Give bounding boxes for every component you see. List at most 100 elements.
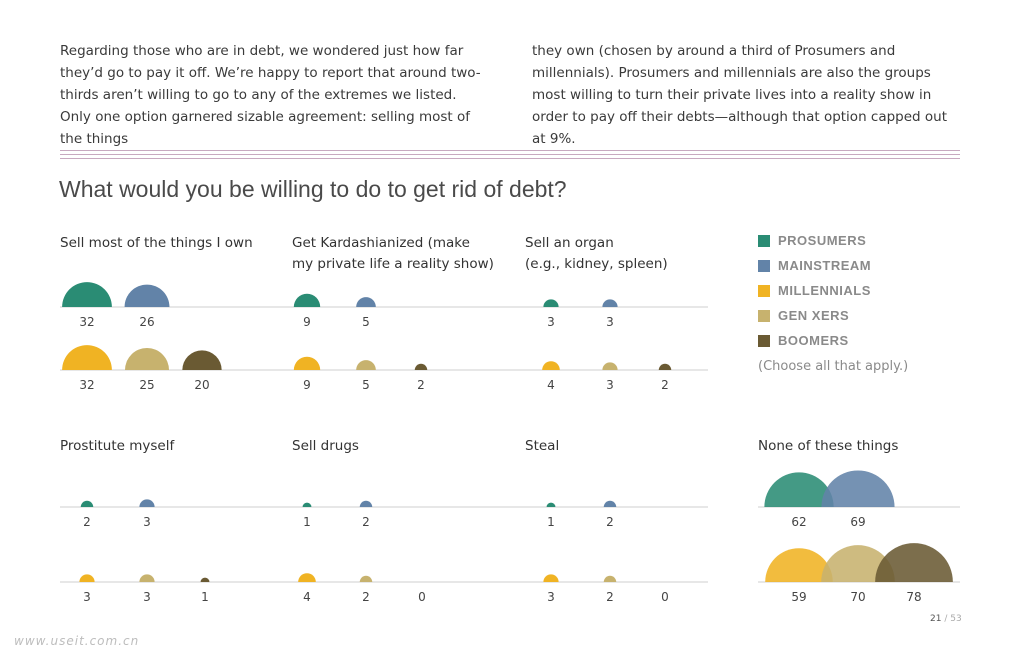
semicircle-boomers <box>875 543 953 582</box>
value-label: 3 <box>606 378 614 392</box>
value-label: 5 <box>362 378 370 392</box>
semicircle-prosumers <box>293 293 321 307</box>
panel-sell-an-organ-e-g-kidney-spleen: Sell an organ (e.g., kidney, spleen) 3 3 4 3 2 <box>525 235 672 392</box>
semicircle-gen-xers <box>602 362 618 370</box>
divider-line-1 <box>60 150 960 151</box>
semicircle-boomers <box>658 363 672 370</box>
legend-label: MILLENNIALS <box>778 283 871 298</box>
value-label: 20 <box>194 378 209 392</box>
value-label: 4 <box>547 378 555 392</box>
semicircle-prosumers <box>302 502 312 507</box>
semicircle-prosumers <box>546 502 556 507</box>
semicircle-millennials <box>79 574 95 582</box>
semicircle-mainstream <box>356 297 376 307</box>
legend-swatch-boomers <box>758 334 770 347</box>
legend-item-gen-xers: GEN XERS <box>758 303 908 328</box>
value-label: 2 <box>606 590 614 604</box>
value-label: 3 <box>143 590 151 604</box>
legend-swatch-gen-xers <box>758 309 770 322</box>
semicircle-gen-xers <box>356 360 376 370</box>
value-label: 4 <box>303 590 311 604</box>
value-label: 9 <box>303 315 311 329</box>
legend-label: BOOMERS <box>778 333 849 348</box>
semicircle-mainstream <box>602 299 618 307</box>
value-label: 3 <box>143 515 151 529</box>
watermark: www.useit.com.cn <box>14 634 140 648</box>
semicircle-millennials <box>62 345 112 370</box>
panel-title: Sell most of the things I own <box>60 235 253 251</box>
legend-item-boomers: BOOMERS <box>758 328 908 353</box>
chart-headline: What would you be willing to do to get r… <box>59 176 567 202</box>
legend-note: (Choose all that apply.) <box>758 359 909 374</box>
semicircle-mainstream <box>603 500 617 507</box>
legend-label: GEN XERS <box>778 308 850 323</box>
value-label: 2 <box>83 515 91 529</box>
value-label: 26 <box>139 315 154 329</box>
page-number: 21 / 53 <box>930 614 962 624</box>
value-label: 78 <box>906 590 921 604</box>
semicircle-gen-xers <box>359 575 373 582</box>
value-label: 3 <box>547 315 555 329</box>
value-label: 59 <box>791 590 806 604</box>
legend: PROSUMERS MAINSTREAM MILLENNIALS GEN XER… <box>758 228 908 374</box>
legend-label: PROSUMERS <box>778 233 867 248</box>
panel-sell-drugs: Sell drugs 1 2 4 2 0 <box>292 438 426 604</box>
panel-get-kardashianized-make-my-private-life-a-reality-show: Get Kardashianized (make my private life … <box>292 235 494 392</box>
panel-prostitute-myself: Prostitute myself 2 3 3 3 1 <box>60 438 210 604</box>
semicircle-gen-xers <box>139 574 155 582</box>
value-label: 3 <box>547 590 555 604</box>
semicircle-millennials <box>543 574 559 582</box>
semicircle-millennials <box>298 573 316 582</box>
semicircle-mainstream <box>124 284 170 307</box>
semicircle-gen-xers <box>125 348 169 370</box>
semicircle-prosumers <box>764 472 834 507</box>
legend-item-millennials: MILLENNIALS <box>758 278 908 303</box>
intro-paragraph-right: they own (chosen by around a third of Pr… <box>532 43 948 147</box>
value-label: 62 <box>791 515 806 529</box>
page-current: 21 <box>930 614 942 624</box>
value-label: 69 <box>850 515 865 529</box>
panel-sell-most-of-the-things-i-own: Sell most of the things I own 32 26 32 25 20 <box>60 235 253 392</box>
value-label: 2 <box>417 378 425 392</box>
semicircle-prosumers <box>543 299 559 307</box>
divider-line-2 <box>60 154 960 155</box>
value-label: 32 <box>79 315 94 329</box>
value-label: 3 <box>83 590 91 604</box>
value-label: 70 <box>850 590 865 604</box>
semicircle-boomers <box>200 577 210 582</box>
legend-label: MAINSTREAM <box>778 258 872 273</box>
semicircle-prosumers <box>62 282 112 307</box>
semicircle-gen-xers <box>603 575 617 582</box>
value-label: 1 <box>547 515 555 529</box>
legend-item-mainstream: MAINSTREAM <box>758 253 908 278</box>
value-label: 2 <box>606 515 614 529</box>
semicircle-mainstream <box>359 500 373 507</box>
semicircle-mainstream <box>821 470 895 507</box>
panel-title: Get Kardashianized (make my private life … <box>292 235 494 272</box>
legend-item-prosumers: PROSUMERS <box>758 228 908 253</box>
semicircle-millennials <box>542 361 560 370</box>
value-label: 2 <box>362 590 370 604</box>
value-label: 5 <box>362 315 370 329</box>
semicircle-millennials <box>293 356 321 370</box>
value-label: 32 <box>79 378 94 392</box>
value-label: 9 <box>303 378 311 392</box>
value-label: 1 <box>201 590 209 604</box>
panel-title: Steal <box>525 438 559 454</box>
value-label: 2 <box>362 515 370 529</box>
value-label: 25 <box>139 378 154 392</box>
panel-title: Sell an organ (e.g., kidney, spleen) <box>525 235 668 272</box>
value-label: 1 <box>303 515 311 529</box>
semicircle-boomers <box>414 363 428 370</box>
page-total: / 53 <box>944 614 962 624</box>
semicircle-boomers <box>182 350 222 370</box>
semicircle-millennials <box>765 548 833 582</box>
semicircle-mainstream <box>139 499 155 507</box>
divider-line-3 <box>60 158 960 159</box>
panel-none-of-these-things: None of these things 62 69 59 70 78 <box>758 438 953 604</box>
panel-title: Sell drugs <box>292 438 359 454</box>
panel-title: None of these things <box>758 438 898 454</box>
value-label: 0 <box>661 590 669 604</box>
semicircle-prosumers <box>80 500 94 507</box>
